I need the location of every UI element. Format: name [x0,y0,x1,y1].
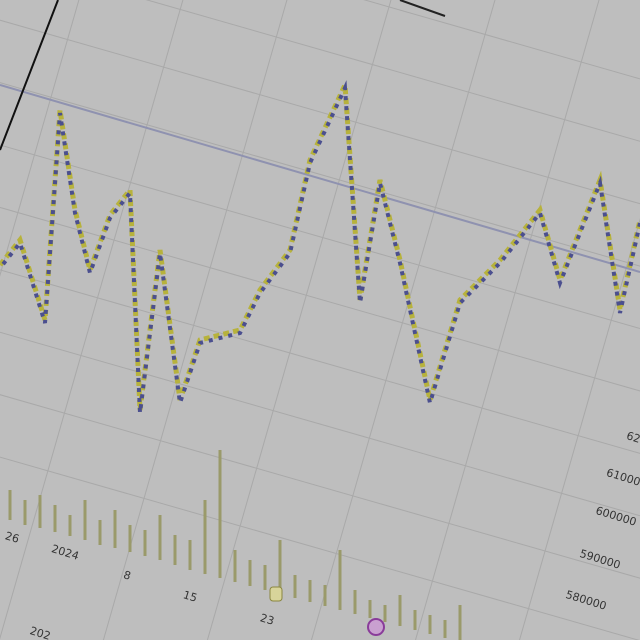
x-label: 26 [4,529,21,546]
x-label: 202 [28,624,52,640]
volume-bars [8,450,462,640]
event-marker [269,586,283,602]
x-label: 8 [122,568,132,582]
price-label: 62 [625,429,640,446]
candles-down [0,80,640,414]
x-label: 23 [259,611,276,628]
event-marker [367,618,385,636]
price-line [0,84,640,273]
x-label: 15 [182,588,199,605]
candles-up [0,75,640,411]
screen-edge [399,0,446,17]
screen-edge [0,0,59,151]
